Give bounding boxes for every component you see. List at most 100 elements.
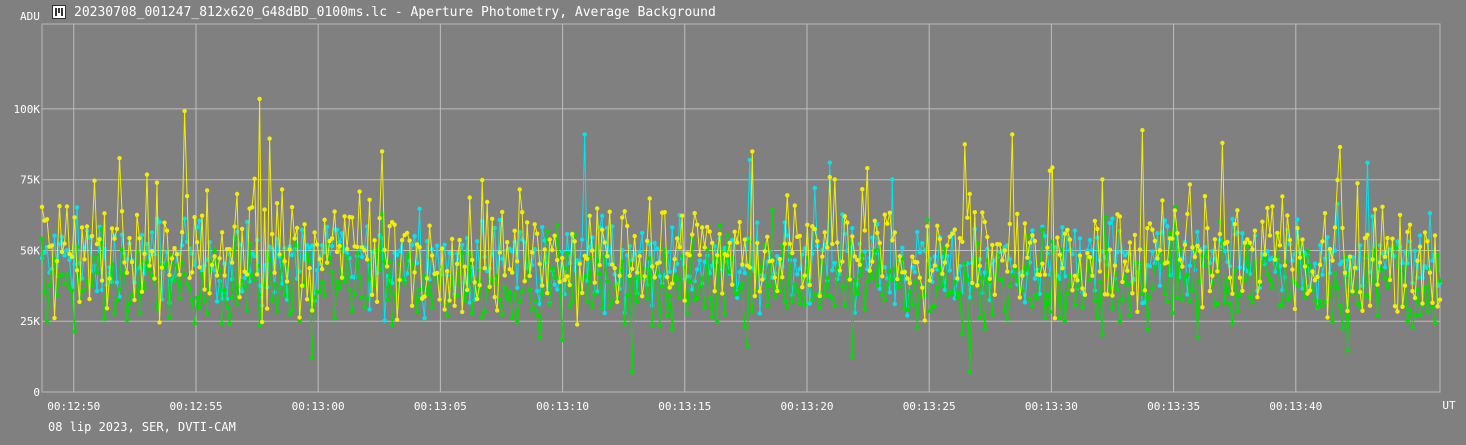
data-point-series-2 [1430, 304, 1435, 310]
data-point-series-3 [1245, 237, 1250, 242]
data-point-series-3 [299, 283, 305, 288]
data-point-series-2 [1230, 321, 1235, 326]
data-point-series-3 [1185, 211, 1190, 217]
data-point-series-2 [912, 279, 917, 285]
data-point-series-3 [867, 268, 872, 273]
data-point-series-3 [114, 226, 120, 232]
data-point-series-2 [650, 323, 655, 328]
data-point-series-3 [434, 270, 440, 276]
data-point-series-1 [1345, 257, 1350, 263]
data-point-series-2 [817, 305, 822, 310]
data-point-series-3 [204, 188, 210, 193]
data-point-series-1 [1087, 237, 1093, 243]
data-point-series-2 [1215, 301, 1220, 306]
data-point-series-3 [777, 256, 782, 262]
data-point-series-2 [1425, 310, 1430, 315]
data-point-series-3 [1217, 231, 1223, 237]
data-point-series-2 [500, 312, 505, 317]
data-point-series-1 [497, 217, 502, 223]
data-point-series-3 [244, 272, 250, 277]
data-point-series-3 [162, 220, 167, 225]
data-point-series-3 [695, 222, 700, 227]
data-point-series-3 [207, 291, 212, 296]
data-point-series-1 [1317, 242, 1323, 248]
data-point-series-1 [1030, 228, 1035, 233]
data-point-series-1 [892, 301, 897, 307]
data-point-series-1 [595, 289, 600, 294]
data-point-series-3 [87, 296, 92, 302]
data-point-series-1 [1162, 218, 1168, 223]
data-point-series-2 [802, 302, 807, 307]
data-point-series-3 [1092, 218, 1098, 224]
data-point-series-1 [1095, 235, 1100, 240]
data-point-series-3 [409, 303, 415, 308]
data-point-series-2 [502, 285, 507, 290]
data-point-series-3 [805, 222, 810, 227]
data-point-series-3 [1242, 240, 1248, 245]
data-point-series-2 [942, 246, 947, 251]
data-point-series-1 [1397, 244, 1403, 250]
data-point-series-3 [1180, 264, 1185, 269]
data-point-series-3 [77, 299, 82, 304]
data-point-series-2 [227, 321, 232, 326]
data-point-series-2 [62, 281, 67, 287]
data-point-series-2 [630, 370, 635, 375]
data-point-series-3 [615, 299, 620, 305]
data-point-series-2 [627, 261, 632, 266]
data-point-series-3 [740, 262, 745, 267]
data-point-series-2 [460, 250, 465, 255]
data-point-series-2 [1410, 325, 1415, 330]
data-point-series-2 [1165, 299, 1170, 304]
data-point-series-3 [645, 238, 650, 244]
series-line-1 [41, 134, 1441, 321]
data-point-series-2 [1360, 293, 1365, 298]
data-point-series-3 [344, 246, 350, 252]
data-point-series-1 [94, 288, 100, 294]
data-point-series-3 [477, 282, 482, 288]
data-point-series-1 [610, 224, 615, 229]
data-point-series-1 [337, 239, 342, 245]
data-point-series-1 [795, 272, 800, 277]
data-point-series-3 [932, 263, 937, 268]
data-point-series-3 [1142, 288, 1148, 293]
data-point-series-3 [227, 247, 232, 252]
data-point-series-2 [1002, 308, 1007, 314]
data-point-series-3 [1005, 269, 1010, 274]
data-point-series-1 [144, 241, 150, 247]
data-point-series-3 [52, 315, 57, 321]
data-point-series-1 [580, 237, 585, 242]
data-point-series-3 [480, 177, 485, 183]
data-point-series-2 [560, 337, 565, 343]
data-point-series-2 [94, 270, 100, 275]
data-point-series-2 [312, 295, 317, 300]
data-point-series-3 [172, 246, 177, 251]
data-point-series-3 [102, 211, 107, 216]
data-point-series-1 [827, 160, 832, 165]
data-point-series-2 [329, 269, 335, 274]
data-point-series-2 [462, 298, 467, 303]
data-point-series-2 [207, 268, 212, 273]
data-point-series-3 [545, 290, 550, 296]
data-point-series-2 [444, 313, 450, 319]
data-point-series-2 [965, 277, 970, 282]
data-point-series-3 [1225, 239, 1230, 245]
data-point-series-2 [1417, 312, 1423, 317]
data-point-series-2 [129, 293, 135, 298]
data-point-series-2 [1185, 272, 1190, 277]
data-point-series-1 [905, 313, 910, 318]
data-point-series-2 [179, 260, 185, 265]
data-point-series-3 [1240, 288, 1245, 293]
data-point-series-1 [775, 254, 780, 259]
data-point-series-3 [309, 308, 315, 313]
data-point-series-3 [1045, 245, 1050, 250]
data-point-series-2 [1145, 327, 1150, 333]
data-point-series-1 [1117, 228, 1123, 234]
data-point-series-2 [915, 326, 920, 331]
data-point-series-2 [232, 235, 237, 240]
data-point-series-3 [137, 236, 142, 241]
data-point-series-2 [1345, 348, 1350, 353]
data-point-series-2 [1355, 300, 1360, 306]
data-point-series-3 [730, 282, 735, 287]
data-point-series-3 [404, 230, 410, 236]
data-point-series-2 [907, 289, 912, 294]
